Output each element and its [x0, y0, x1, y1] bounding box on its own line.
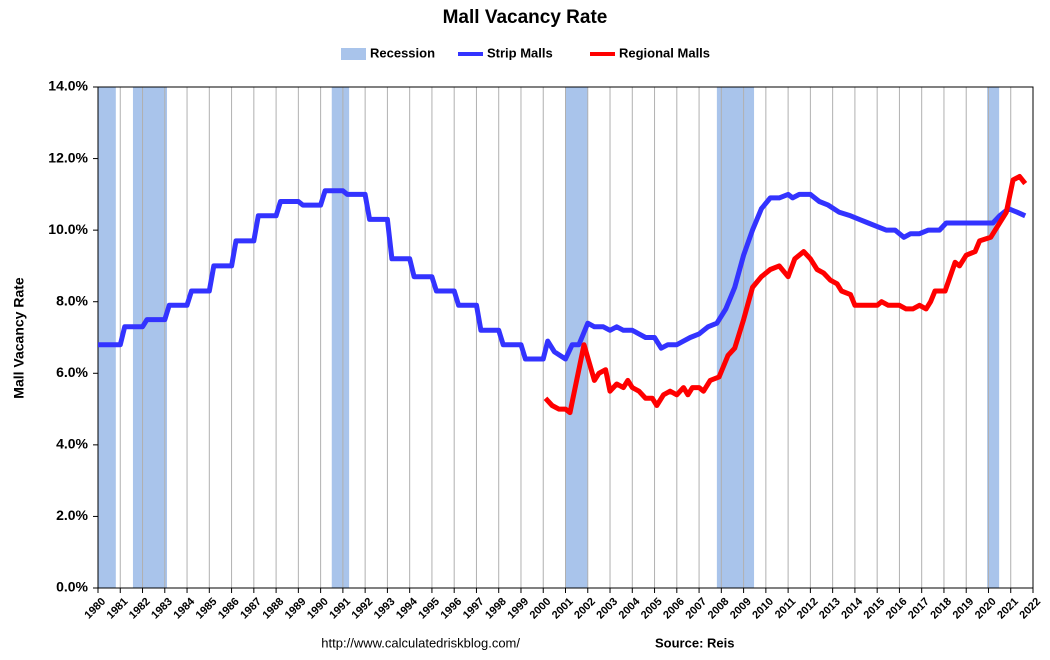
x-tick-label: 2015: [862, 596, 888, 622]
legend-swatch: [341, 48, 366, 60]
y-tick-label: 10.0%: [48, 221, 88, 237]
chart-title: Mall Vacancy Rate: [443, 7, 608, 28]
x-tick-label: 2021: [995, 596, 1021, 622]
x-tick-label: 2007: [683, 596, 709, 622]
x-tick-label: 1989: [283, 596, 309, 622]
x-tick-label: 2008: [706, 596, 732, 622]
recession-band: [987, 87, 1000, 588]
x-tick-label: 2000: [528, 596, 554, 622]
x-tick-label: 1980: [82, 596, 108, 622]
x-tick-label: 1981: [105, 596, 131, 622]
x-tick-label: 2022: [1017, 596, 1043, 622]
y-axis-label: Mall Vacancy Rate: [11, 277, 27, 399]
x-tick-label: 1982: [127, 596, 153, 622]
y-tick-label: 14.0%: [48, 78, 88, 94]
x-tick-label: 2017: [906, 596, 932, 622]
x-tick-label: 1995: [416, 596, 442, 622]
y-tick-label: 8.0%: [56, 292, 88, 308]
x-tick-label: 1988: [260, 596, 286, 622]
legend-label: Recession: [370, 45, 435, 60]
y-tick-label: 2.0%: [56, 507, 88, 523]
x-tick-label: 1998: [483, 596, 509, 622]
recession-band: [132, 87, 168, 588]
recession-band: [565, 87, 588, 588]
x-tick-label: 2009: [728, 596, 754, 622]
x-tick-label: 1996: [439, 596, 465, 622]
x-tick-label: 1986: [216, 596, 242, 622]
footer-source: Source: Reis: [655, 635, 734, 650]
x-tick-label: 2016: [884, 596, 910, 622]
series-line: [98, 188, 1027, 362]
x-tick-label: 2011: [773, 596, 798, 621]
series-line: [543, 174, 1028, 416]
x-tick-label: 2002: [572, 596, 598, 622]
x-tick-label: 1983: [149, 596, 175, 622]
x-tick-label: 1985: [194, 596, 220, 622]
x-tick-label: 2010: [750, 596, 776, 622]
footer-url: http://www.calculatedriskblog.com/: [321, 635, 520, 650]
legend-label: Regional Malls: [619, 45, 710, 60]
legend-label: Strip Malls: [487, 45, 553, 60]
x-tick-label: 2018: [928, 596, 954, 622]
y-tick-label: 6.0%: [56, 364, 88, 380]
y-tick-label: 0.0%: [56, 579, 88, 595]
x-tick-label: 2001: [550, 596, 576, 622]
x-tick-label: 2004: [617, 595, 643, 621]
x-tick-label: 2006: [661, 596, 687, 622]
x-tick-label: 1991: [327, 596, 353, 622]
recession-band: [98, 87, 116, 588]
y-tick-label: 4.0%: [56, 436, 88, 452]
recession-band: [331, 87, 350, 588]
x-tick-label: 2013: [817, 596, 843, 622]
x-tick-label: 2019: [951, 596, 977, 622]
x-tick-label: 1984: [171, 595, 197, 621]
x-tick-label: 1992: [350, 596, 376, 622]
x-tick-label: 2020: [973, 596, 999, 622]
x-tick-label: 1987: [238, 596, 264, 622]
x-tick-label: 1999: [505, 596, 531, 622]
y-tick-label: 12.0%: [48, 149, 88, 165]
x-tick-label: 1993: [372, 596, 398, 622]
x-tick-label: 2012: [795, 596, 821, 622]
x-tick-label: 1990: [305, 596, 331, 622]
x-tick-label: 1994: [394, 595, 420, 621]
x-tick-label: 2005: [639, 596, 665, 622]
x-tick-label: 1997: [461, 596, 487, 622]
plot-border: [97, 86, 1034, 589]
x-tick-label: 2014: [839, 595, 865, 621]
x-tick-label: 2003: [594, 596, 620, 622]
